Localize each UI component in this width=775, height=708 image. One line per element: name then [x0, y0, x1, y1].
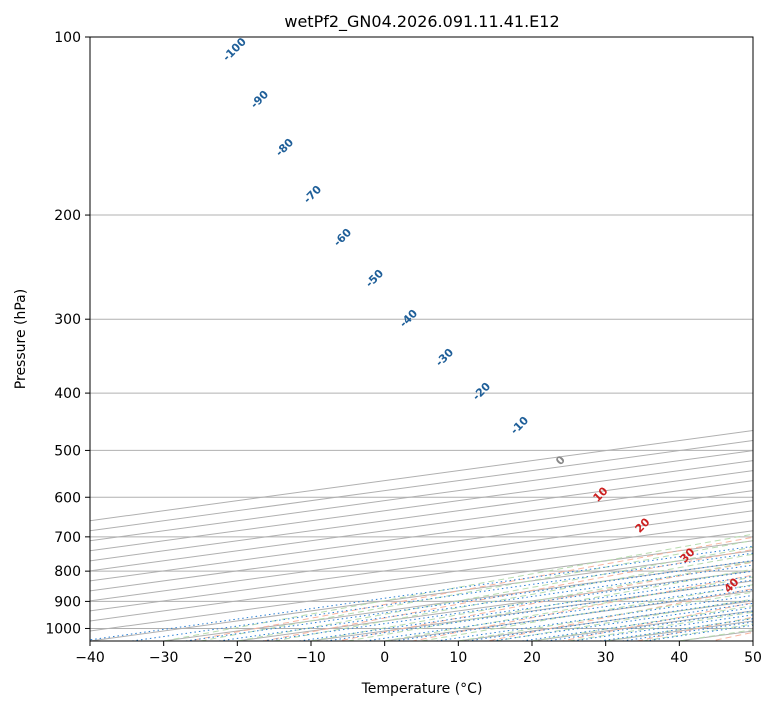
y-tick-label: 700: [54, 530, 81, 546]
isotherm-line: [310, 580, 753, 641]
plot-frame: [89, 36, 754, 642]
dry-adiabat-label: 10: [591, 484, 611, 504]
dry-adiabat-label: -100: [220, 35, 249, 64]
y-tick-label: 300: [54, 312, 81, 328]
x-tick-label: 10: [449, 650, 467, 666]
chart-title: wetPf2_GN04.2026.091.11.41.E12: [284, 12, 559, 32]
mixing-ratio-line: [262, 570, 753, 641]
isotherm-line: [531, 610, 753, 641]
dry-adiabat-label: -70: [301, 183, 324, 206]
x-tick-label: −20: [223, 650, 253, 666]
isotherm-line: [90, 460, 753, 552]
moist-adiabat-line: [531, 605, 753, 641]
isotherm-line: [90, 520, 753, 612]
y-tick-label: 900: [54, 594, 81, 610]
moist-adiabat-line: [347, 568, 753, 641]
dry-adiabat-label: -90: [248, 88, 271, 111]
moist-adiabat-line: [421, 584, 753, 641]
x-tick-label: 30: [597, 650, 615, 666]
mixing-ratio-line: [218, 564, 753, 641]
dry-adiabat-line: [711, 631, 753, 641]
y-tick-label: 500: [54, 443, 81, 459]
isotherm-line: [90, 480, 753, 572]
moist-adiabat-line: [274, 553, 753, 641]
dry-adiabat-label: 20: [633, 515, 653, 535]
x-tick-label: 50: [744, 650, 762, 666]
x-tick-label: 0: [380, 650, 389, 666]
dry-adiabat-line: [338, 561, 753, 641]
isotherm-line: [384, 590, 753, 641]
moist-adiabat-line: [458, 591, 753, 641]
x-tick-label: −30: [149, 650, 179, 666]
moist-adiabat-line: [679, 629, 753, 641]
isotherm-line: [679, 630, 753, 641]
isotherm-line: [90, 550, 753, 641]
dry-adiabat-label: -10: [508, 414, 531, 437]
dewpoint-profile-line: [759, 37, 775, 570]
isotherm-line: [752, 640, 753, 641]
x-tick-label: 40: [670, 650, 688, 666]
moist-adiabat-line: [310, 561, 753, 641]
y-axis-label: Pressure (hPa): [13, 289, 29, 389]
moist-adiabat-line: [568, 611, 753, 641]
isotherm-line: [90, 470, 753, 562]
y-tick-label: 800: [54, 564, 81, 580]
moist-adiabat-line: [200, 540, 753, 641]
isotherm-line: [458, 600, 753, 641]
y-tick-label: 1000: [45, 621, 81, 637]
isotherm-line: [90, 490, 753, 582]
dry-adiabat-line: [412, 574, 753, 641]
isotherm-line: [90, 510, 753, 602]
dry-adiabat-line: [562, 602, 753, 641]
isotherm-line: [237, 570, 753, 641]
y-tick-label: 600: [54, 490, 81, 506]
mixing-ratio-line: [185, 560, 753, 641]
dry-adiabat-label: -60: [331, 226, 354, 249]
moist-adiabat-line: [237, 546, 753, 641]
moist-adiabat-line: [384, 576, 753, 641]
isotherm-line: [90, 450, 753, 542]
dry-adiabat-line: [188, 536, 753, 641]
x-axis-label: Temperature (°C): [361, 681, 483, 697]
x-tick-label: 20: [523, 650, 541, 666]
isotherm-line: [90, 500, 753, 592]
y-tick-label: 100: [54, 30, 81, 46]
moist-adiabat-line: [163, 533, 753, 641]
dry-adiabat-label: -80: [273, 136, 296, 159]
moist-adiabat-line: [642, 623, 753, 641]
x-tick-label: −40: [75, 650, 105, 666]
y-tick-label: 400: [54, 386, 81, 402]
dry-adiabat-line: [636, 616, 753, 641]
y-tick-label: 200: [54, 208, 81, 224]
dry-adiabat-line: [487, 588, 753, 641]
dry-adiabat-label: -40: [397, 307, 420, 330]
dry-adiabat-label: -50: [363, 267, 386, 290]
mixing-ratio-line: [522, 607, 753, 641]
dry-adiabat-label: -20: [470, 380, 493, 403]
dry-adiabat-label: -30: [433, 346, 456, 369]
x-tick-label: −10: [296, 650, 326, 666]
isotherm-line: [90, 530, 753, 622]
